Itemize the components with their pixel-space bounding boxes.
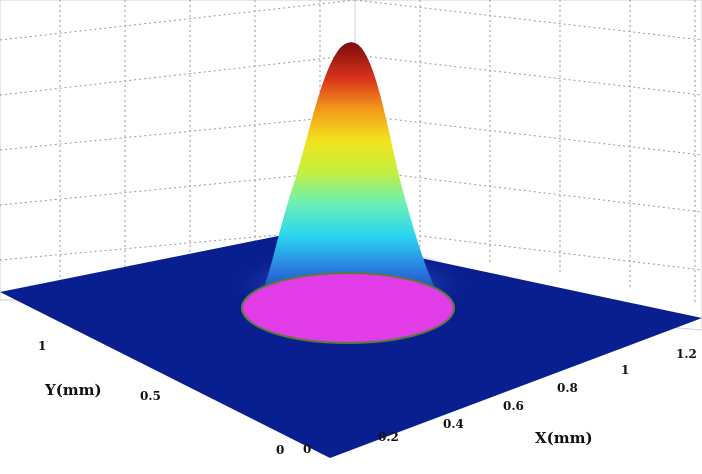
x-tick-1.2: 1.2 bbox=[676, 347, 697, 361]
highlight-ellipse bbox=[241, 272, 455, 344]
gaussian-peak bbox=[258, 42, 442, 300]
x-tick-0: 0 bbox=[303, 442, 311, 456]
x-tick-1: 1 bbox=[621, 363, 629, 377]
x-tick-0.8: 0.8 bbox=[557, 381, 578, 395]
y-axis-label: Y(mm) bbox=[44, 381, 102, 399]
x-axis-label: X(mm) bbox=[535, 429, 593, 447]
x-tick-0.2: 0.2 bbox=[378, 430, 399, 444]
surface-base bbox=[0, 232, 702, 458]
y-tick-0.5: 0.5 bbox=[140, 389, 161, 403]
x-tick-0.4: 0.4 bbox=[443, 417, 464, 431]
x-tick-0.6: 0.6 bbox=[503, 399, 524, 413]
grid-lines bbox=[0, 0, 702, 305]
y-tick-1: 1 bbox=[38, 339, 46, 353]
y-tick-0: 0 bbox=[276, 443, 284, 457]
